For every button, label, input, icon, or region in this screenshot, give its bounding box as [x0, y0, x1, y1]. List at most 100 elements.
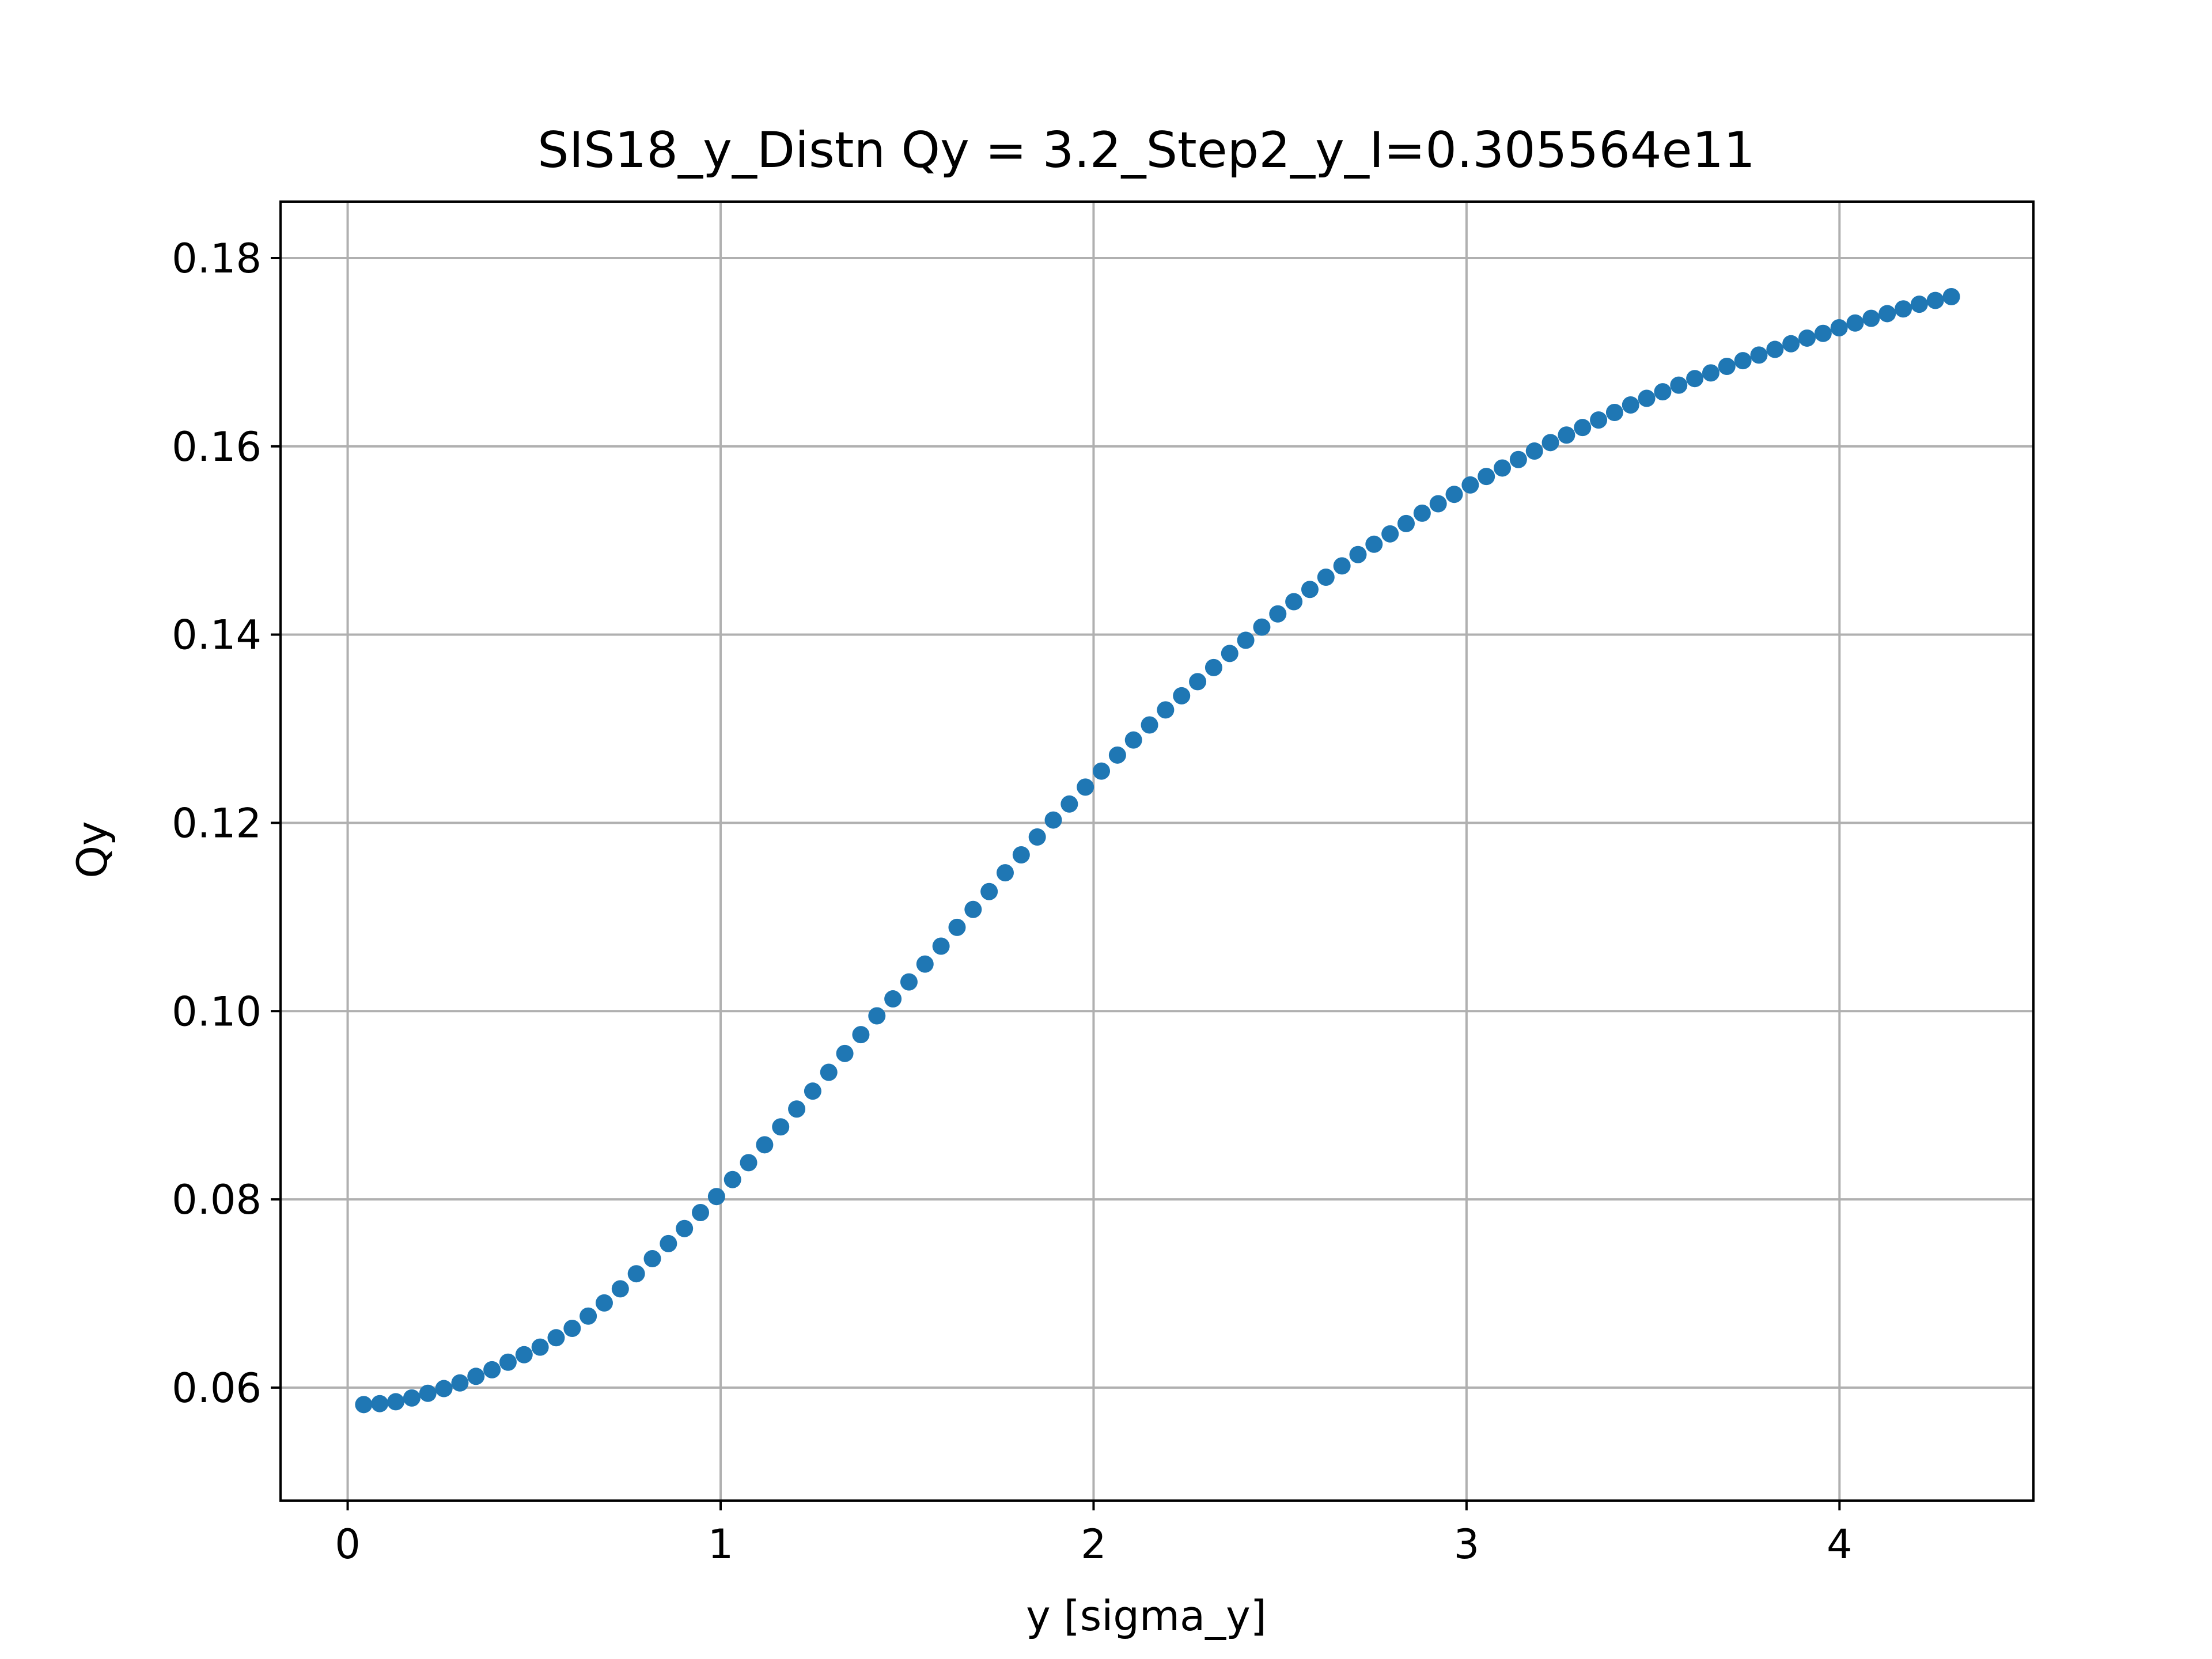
- data-point: [1124, 731, 1142, 749]
- data-point: [563, 1319, 581, 1337]
- y-tick-label: 0.10: [172, 988, 262, 1035]
- data-point: [1478, 468, 1495, 486]
- data-point: [868, 1007, 886, 1025]
- data-point: [932, 937, 950, 955]
- data-point: [1910, 296, 1928, 313]
- data-point: [820, 1063, 838, 1081]
- data-point: [1782, 335, 1800, 353]
- data-point: [579, 1307, 597, 1325]
- data-point: [403, 1389, 421, 1407]
- data-point: [371, 1395, 389, 1412]
- data-point: [1397, 514, 1415, 532]
- data-point: [387, 1393, 405, 1411]
- data-point: [1269, 605, 1287, 623]
- data-point: [419, 1384, 437, 1402]
- data-point: [1718, 357, 1736, 375]
- data-point: [660, 1234, 677, 1252]
- data-point: [1141, 716, 1158, 734]
- data-point: [1461, 476, 1479, 494]
- data-point: [948, 918, 966, 936]
- data-point: [1205, 658, 1222, 676]
- data-point: [1702, 364, 1719, 382]
- data-point: [996, 864, 1014, 882]
- data-point: [1173, 687, 1191, 704]
- plot-area-frame: [279, 200, 2035, 1502]
- y-tick-label: 0.08: [172, 1176, 262, 1224]
- data-point: [1157, 701, 1175, 719]
- data-point: [884, 990, 902, 1008]
- data-point: [1895, 300, 1912, 318]
- data-point: [1333, 557, 1351, 575]
- data-point: [1605, 404, 1623, 422]
- data-point: [1574, 419, 1592, 437]
- data-point: [1028, 828, 1046, 846]
- data-point: [547, 1329, 565, 1347]
- y-tick-label: 0.14: [172, 612, 262, 659]
- data-point: [980, 882, 998, 900]
- data-point: [788, 1100, 806, 1118]
- data-point: [740, 1154, 757, 1172]
- data-point: [1814, 324, 1832, 342]
- data-point: [595, 1294, 613, 1312]
- data-point: [1590, 411, 1608, 429]
- data-point: [451, 1374, 469, 1392]
- y-tick-label: 0.12: [172, 800, 262, 847]
- x-axis-label: y [sigma_y]: [1026, 1592, 1267, 1640]
- data-point: [707, 1188, 725, 1206]
- data-point: [1253, 618, 1271, 636]
- data-point: [852, 1026, 870, 1044]
- data-point: [1237, 631, 1255, 649]
- y-tick-label: 0.16: [172, 423, 262, 471]
- data-point: [1926, 291, 1944, 309]
- data-points: [355, 288, 1960, 1414]
- data-point: [1942, 288, 1960, 306]
- data-point: [836, 1044, 854, 1062]
- data-point: [724, 1171, 741, 1188]
- data-point: [692, 1203, 710, 1221]
- data-point: [1012, 846, 1030, 864]
- data-point: [483, 1361, 501, 1378]
- data-point: [1381, 525, 1399, 543]
- data-point: [1798, 329, 1816, 347]
- data-point: [1285, 593, 1303, 611]
- data-point: [756, 1136, 774, 1154]
- data-point: [1189, 673, 1207, 691]
- data-point: [355, 1396, 373, 1414]
- y-tick-label: 0.18: [172, 235, 262, 282]
- y-axis-label: Qy: [68, 821, 116, 878]
- data-point: [1509, 450, 1527, 468]
- grid-lines: [281, 202, 2033, 1501]
- data-point: [1525, 442, 1543, 460]
- data-point: [467, 1368, 485, 1385]
- data-point: [1301, 581, 1319, 599]
- x-tick-label: 3: [1454, 1521, 1480, 1568]
- data-point: [499, 1353, 517, 1371]
- axis-ticks: 0 1 2 3 4 0.06 0.08 0.10 0.12 0.14 0.16 0.18: [172, 235, 1852, 1568]
- data-point: [515, 1346, 533, 1363]
- data-point: [531, 1338, 549, 1356]
- data-point: [1541, 434, 1559, 452]
- data-point: [1670, 376, 1688, 394]
- chart-title: SIS18_y_Distn Qy = 3.2_Step2_y_I=0.30556…: [537, 122, 1755, 179]
- data-point: [1093, 762, 1111, 780]
- data-point: [1317, 568, 1335, 586]
- data-point: [1060, 795, 1078, 813]
- data-point: [1750, 346, 1768, 364]
- data-point: [1221, 645, 1238, 662]
- data-point: [1622, 396, 1639, 414]
- data-point: [772, 1118, 790, 1136]
- data-point: [1654, 383, 1672, 401]
- data-point: [676, 1219, 694, 1237]
- data-point: [1878, 305, 1896, 323]
- data-point: [1413, 504, 1431, 522]
- data-point: [627, 1265, 645, 1283]
- data-point: [1558, 426, 1575, 444]
- data-point: [1638, 389, 1656, 407]
- x-tick-label: 2: [1081, 1521, 1107, 1568]
- data-point: [1686, 370, 1704, 388]
- data-point: [900, 973, 918, 991]
- data-point: [1766, 340, 1784, 358]
- data-point: [964, 900, 982, 918]
